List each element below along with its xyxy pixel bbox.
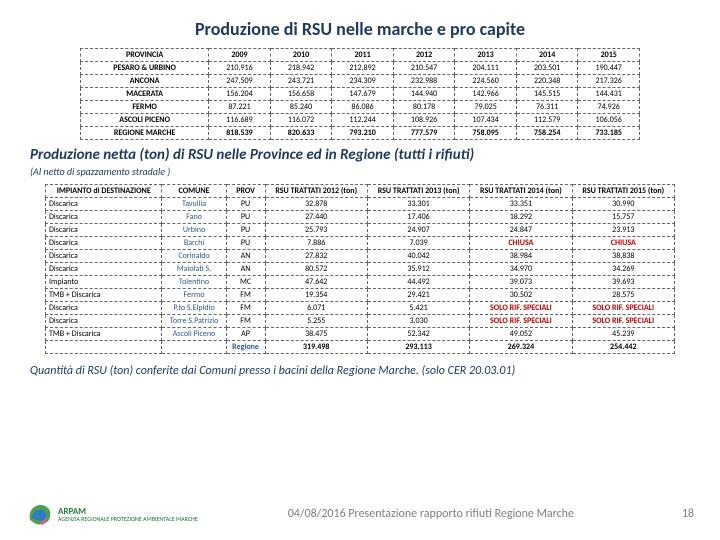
footer: ARPAM AGENZIA REGIONALE PROTEZIONE AMBIE… [0,500,720,528]
table-header: COMUNE [162,185,226,198]
table-header: 2010 [270,49,332,62]
table-header: 2013 [455,49,517,62]
table-row: ANCONA247.509243.721234.309232.988224.56… [81,75,640,88]
subtitle-1: Produzione netta (ton) di RSU nelle Prov… [30,146,690,164]
table-row: FERMO87.22185.24086.08680.17879.02576.31… [81,101,640,114]
table-row: MACERATA156.204156.658147.679144.940142.… [81,88,640,101]
table-header: RSU TRATTATI 2012 (ton) [265,185,367,198]
table-header: PROV [226,185,265,198]
caption-2: Quantità di RSU (ton) conferite dai Comu… [30,364,690,378]
table-header: 2015 [578,49,640,62]
table-row: DiscaricaTorre S.PatrizioFM5.2553.030SOL… [46,315,675,328]
table-header: PROVINCIA [81,49,209,62]
table-header: RSU TRATTATI 2013 (ton) [367,185,469,198]
table-row: DiscaricaFanoPU27.44017.40618.29215.757 [46,211,675,224]
table-row: PESARO & URBINO210.916218.942212.892210.… [81,62,640,75]
table-total-row: Regione319.498293.113269.324254.442 [46,341,675,354]
table-impianti: IMPIANTO di DESTINAZIONECOMUNEPROVRSU TR… [45,184,675,354]
page-number: 18 [664,507,694,521]
logo: ARPAM AGENZIA REGIONALE PROTEZIONE AMBIE… [26,500,198,528]
table-row: TMB + DiscaricaFermoFM19.35429.42130.502… [46,289,675,302]
table-row: TMB + DiscaricaAscoli PicenoAP38.47552.3… [46,328,675,341]
table-header: RSU TRATTATI 2014 (ton) [470,185,572,198]
table-row: ASCOLI PICENO116.689116.072112.244108.92… [81,114,640,127]
footer-caption: 04/08/2016 Presentazione rapporto rifiut… [198,507,664,521]
table-header: IMPIANTO di DESTINAZIONE [46,185,162,198]
table-row: DiscaricaTavulliaPU32.87833.30133.35130.… [46,198,675,211]
table-row: DiscaricaUrbinoPU25.79324.90724.84723.91… [46,224,675,237]
logo-text: ARPAM AGENZIA REGIONALE PROTEZIONE AMBIE… [58,507,198,522]
table-header: RSU TRATTATI 2015 (ton) [572,185,674,198]
table-row: DiscaricaBarchiPU7.8867.039CHIUSACHIUSA [46,237,675,250]
table-province: PROVINCIA2009201020112012201320142015 PE… [80,48,640,140]
table-row: DiscaricaCorinaldoAN27.83240.04238.98438… [46,250,675,263]
arpam-logo-icon [26,500,54,528]
table-header: 2011 [332,49,394,62]
table-row: ImpiantoTolentinoMC47.64244.49239.07339.… [46,276,675,289]
note-1: (Al netto di spazzamento stradale ) [30,165,690,178]
table-header: 2012 [393,49,455,62]
page-title: Produzione di RSU nelle marche e pro cap… [30,18,690,40]
table-header: 2009 [209,49,271,62]
table-total-row: REGIONE MARCHE818.539820.633793.210777.5… [81,127,640,140]
table-row: DiscaricaP.to S.ElpidioFM6.0715.421SOLO … [46,302,675,315]
table-row: DiscaricaMaiolati S.AN80.57235.91234.970… [46,263,675,276]
table-header: 2014 [516,49,578,62]
